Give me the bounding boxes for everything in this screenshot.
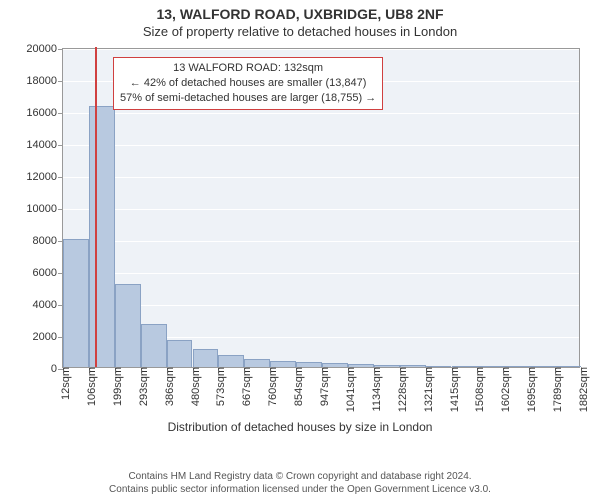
histogram-bar bbox=[167, 340, 193, 367]
histogram-bar bbox=[89, 106, 115, 367]
footer-attribution: Contains HM Land Registry data © Crown c… bbox=[0, 470, 600, 496]
gridline bbox=[63, 113, 579, 114]
page-title-line2: Size of property relative to detached ho… bbox=[0, 22, 600, 41]
ytick-label: 10000 bbox=[26, 203, 63, 215]
xtick-label: 293sqm bbox=[132, 367, 150, 406]
ytick-label: 16000 bbox=[26, 107, 63, 119]
x-axis-label: Distribution of detached houses by size … bbox=[0, 420, 600, 434]
xtick-label: 573sqm bbox=[209, 367, 227, 406]
ytick-label: 2000 bbox=[33, 331, 63, 343]
annotation-box: 13 WALFORD ROAD: 132sqm← 42% of detached… bbox=[113, 57, 383, 110]
gridline bbox=[63, 241, 579, 242]
gridline bbox=[63, 49, 579, 50]
xtick-label: 947sqm bbox=[313, 367, 331, 406]
xtick-label: 760sqm bbox=[261, 367, 279, 406]
xtick-label: 1508sqm bbox=[468, 367, 486, 412]
annotation-line: 57% of semi-detached houses are larger (… bbox=[120, 91, 376, 106]
ytick-label: 8000 bbox=[33, 235, 63, 247]
histogram-bar bbox=[244, 359, 270, 367]
gridline bbox=[63, 145, 579, 146]
ytick-label: 4000 bbox=[33, 299, 63, 311]
xtick-label: 1041sqm bbox=[339, 367, 357, 412]
xtick-label: 386sqm bbox=[158, 367, 176, 406]
xtick-label: 1695sqm bbox=[520, 367, 538, 412]
annotation-line: ← 42% of detached houses are smaller (13… bbox=[120, 76, 376, 91]
xtick-label: 480sqm bbox=[184, 367, 202, 406]
gridline bbox=[63, 177, 579, 178]
xtick-label: 1415sqm bbox=[443, 367, 461, 412]
ytick-label: 20000 bbox=[26, 43, 63, 55]
property-marker-line bbox=[95, 47, 97, 367]
plot-area: 0200040006000800010000120001400016000180… bbox=[62, 48, 580, 368]
footer-line2: Contains public sector information licen… bbox=[0, 483, 600, 496]
footer-line1: Contains HM Land Registry data © Crown c… bbox=[0, 470, 600, 483]
xtick-label: 854sqm bbox=[287, 367, 305, 406]
chart-container: Number of detached properties 0200040006… bbox=[0, 44, 600, 454]
xtick-label: 667sqm bbox=[235, 367, 253, 406]
histogram-bar bbox=[193, 349, 219, 367]
xtick-label: 1134sqm bbox=[365, 367, 383, 411]
xtick-label: 1789sqm bbox=[546, 367, 564, 412]
xtick-label: 1882sqm bbox=[572, 367, 590, 412]
xtick-label: 199sqm bbox=[106, 367, 124, 406]
ytick-label: 6000 bbox=[33, 267, 63, 279]
ytick-label: 14000 bbox=[26, 139, 63, 151]
page-title-line1: 13, WALFORD ROAD, UXBRIDGE, UB8 2NF bbox=[0, 0, 600, 22]
gridline bbox=[63, 273, 579, 274]
xtick-label: 12sqm bbox=[54, 367, 72, 400]
xtick-label: 1321sqm bbox=[417, 367, 435, 412]
ytick-label: 18000 bbox=[26, 75, 63, 87]
histogram-bar bbox=[63, 239, 89, 367]
xtick-label: 106sqm bbox=[80, 367, 98, 406]
xtick-label: 1602sqm bbox=[494, 367, 512, 412]
xtick-label: 1228sqm bbox=[391, 367, 409, 412]
ytick-label: 12000 bbox=[26, 171, 63, 183]
histogram-bar bbox=[218, 355, 244, 367]
histogram-bar bbox=[115, 284, 141, 367]
histogram-bar bbox=[141, 324, 167, 367]
annotation-line: 13 WALFORD ROAD: 132sqm bbox=[120, 61, 376, 76]
gridline bbox=[63, 209, 579, 210]
